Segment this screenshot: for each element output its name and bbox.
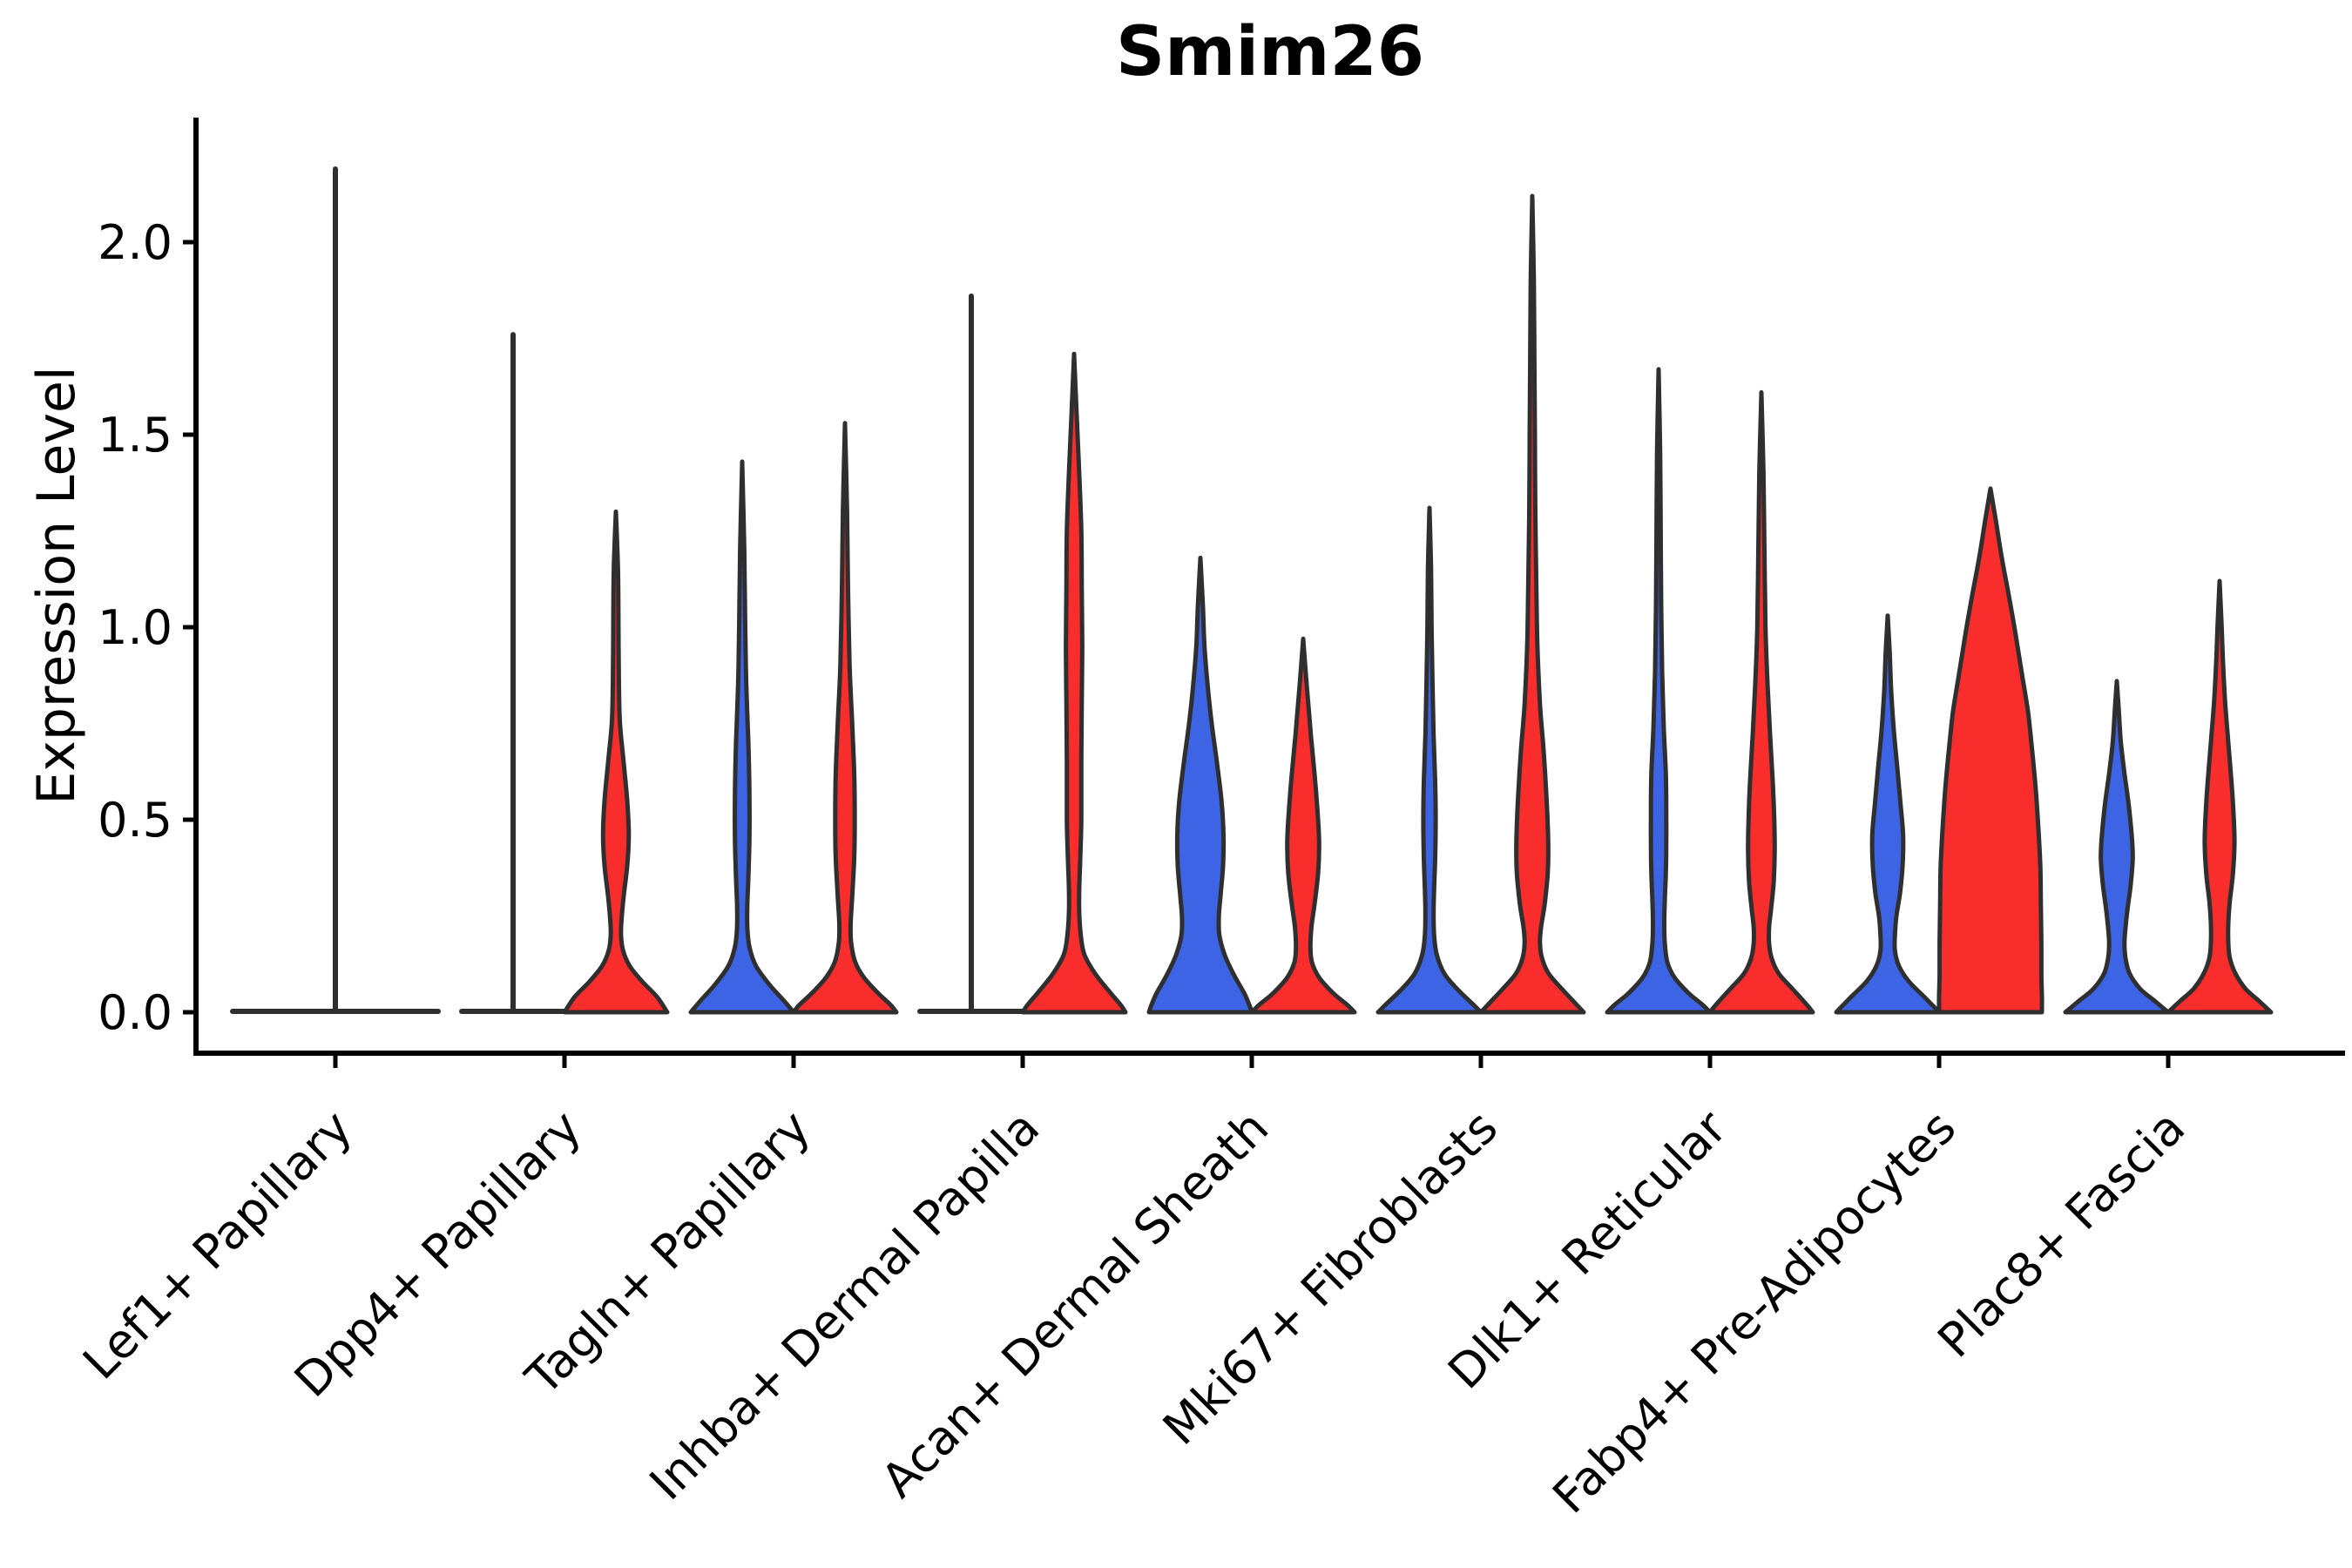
violin-dpp4-papillary-red xyxy=(562,509,670,1015)
violin-plac8-fascia-blue xyxy=(2063,679,2171,1015)
x-tick-label: Plac8+ Fascia xyxy=(1927,1100,2195,1369)
x-tick-label: Fabp4+ Pre-Adipocytes xyxy=(1542,1100,1966,1524)
chart-title: Smim26 xyxy=(1116,13,1424,91)
violin-fabp4-pre-adipocytes-red xyxy=(1936,486,2044,1015)
y-tick-label: 0.5 xyxy=(98,793,172,848)
violin-dlk1-reticular-blue xyxy=(1605,367,1713,1015)
violin-dlk1-reticular-red xyxy=(1707,389,1815,1015)
violin-acan-dermal-sheath-blue xyxy=(1146,555,1254,1015)
violin-plac8-fascia-red xyxy=(2166,578,2274,1015)
violin-mki67-fibroblasts-red xyxy=(1478,193,1586,1015)
violin-inhba-dermal-papilla-red xyxy=(1020,351,1128,1015)
violin-fabp4-pre-adipocytes-blue xyxy=(1834,613,1942,1015)
x-tick-label: Inhba+ Dermal Papilla xyxy=(639,1100,1050,1511)
y-tick-label: 1.0 xyxy=(98,600,172,655)
y-tick-label: 2.0 xyxy=(98,215,172,270)
y-tick-label: 1.5 xyxy=(98,408,172,463)
violin-tagln-papillary-blue xyxy=(688,459,796,1015)
violin-tagln-papillary-red xyxy=(791,421,899,1015)
x-tick-label: Acan+ Dermal Sheath xyxy=(871,1100,1279,1508)
y-axis-label: Expression Level xyxy=(26,366,87,804)
y-tick-label: 0.0 xyxy=(98,985,172,1040)
violin-mki67-fibroblasts-blue xyxy=(1375,505,1484,1015)
violin-acan-dermal-sheath-red xyxy=(1249,636,1357,1015)
